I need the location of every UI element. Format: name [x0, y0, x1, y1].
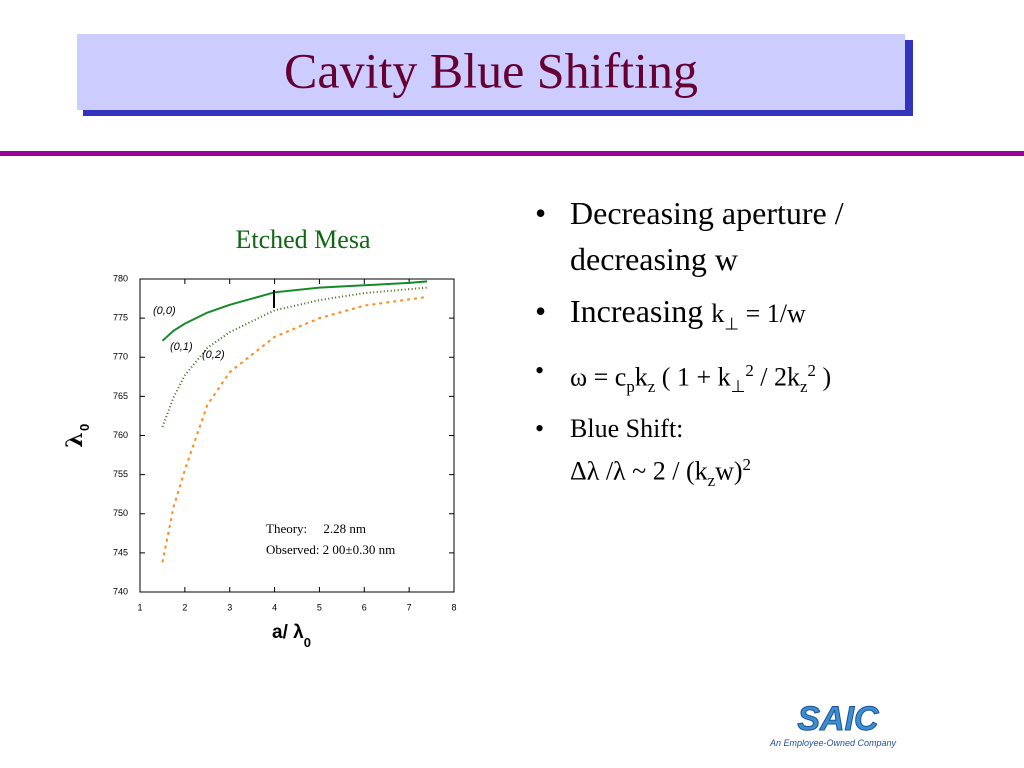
line-series	[161, 296, 428, 563]
x-tick-label: 4	[272, 602, 277, 612]
bullet-text: k	[711, 299, 725, 328]
y-tick-label: 760	[113, 430, 128, 440]
y-tick-label: 765	[113, 391, 128, 401]
bullet-list: • Decreasing aperture / decreasing w • Incre…	[535, 190, 1005, 505]
x-tick-label: 8	[451, 602, 456, 612]
series-label: (0,0)	[153, 305, 176, 317]
y-axis-label: λ 0	[62, 424, 92, 448]
bullet-text: Increasing	[570, 293, 712, 329]
x-label-text: a/ λ	[272, 622, 304, 643]
series-label: (0,2)	[202, 349, 225, 361]
annotation: Observed: 2 00±0.30 nm	[266, 542, 395, 557]
bullet-text: decreasing w	[570, 241, 738, 277]
bullet-line: ω = cpkz ( 1 + k⊥2 / 2kz2 )	[570, 353, 1005, 405]
bullet-text: )	[815, 363, 832, 393]
logo-tagline: An Employee-Owned Company	[769, 738, 897, 748]
x-tick-label: 1	[137, 602, 142, 612]
bullet-text: z	[800, 377, 808, 397]
bullet-text: = 1/w	[739, 299, 806, 328]
bullet-text: k	[634, 363, 648, 393]
bullet-line: Blue Shift:	[570, 411, 1005, 447]
bullet-dot: •	[535, 356, 545, 386]
bullet-text: Decreasing aperture /	[570, 195, 844, 231]
y-tick-label: 775	[113, 313, 128, 323]
y-label-sub: 0	[77, 424, 92, 431]
bullet-text: 2	[807, 361, 816, 381]
bullet: • Increasing k⊥ = 1/w	[535, 288, 1005, 347]
bullet: • Decreasing aperture / decreasing w	[535, 190, 1005, 282]
x-tick-label: 3	[227, 602, 232, 612]
bullet-text: ⊥	[724, 314, 740, 334]
line-series	[161, 280, 428, 342]
annotation: Theory: 2.28 nm	[266, 521, 366, 536]
line-series	[161, 286, 428, 428]
y-tick-label: 750	[113, 508, 128, 518]
bullet-text: Δλ /λ ~ 2 / (k	[570, 456, 708, 486]
x-tick-label: 7	[407, 602, 412, 612]
bullet-dot: •	[535, 293, 547, 329]
x-tick-label: 2	[182, 602, 187, 612]
y-tick-label: 780	[113, 273, 128, 283]
y-tick-label: 755	[113, 469, 128, 479]
bullet: • ω = cpkz ( 1 + k⊥2 / 2kz2 )	[535, 353, 1005, 405]
bullet-text: w)	[715, 456, 743, 486]
y-tick-label: 740	[113, 586, 128, 596]
bullet-text: 2	[745, 361, 754, 381]
x-tick-label: 5	[317, 602, 322, 612]
bullet-text: / 2k	[753, 363, 801, 393]
bullet-line: decreasing w	[570, 236, 1005, 282]
chart-title: Etched Mesa	[235, 225, 370, 254]
title-box	[77, 34, 905, 110]
x-label-sub: 0	[304, 635, 311, 650]
bullet-text: ω = c	[570, 363, 627, 393]
bullet: • Blue Shift: Δλ /λ ~ 2 / (kzw)2	[535, 411, 1005, 499]
x-tick-label: 6	[362, 602, 367, 612]
bullet-text: ( 1 + k	[655, 363, 731, 393]
logo: SAIC	[797, 700, 879, 738]
plot: 740 745 750 755 760 765 770 775 780 1 2 3 4 5 6 7 8 (0,0)…	[113, 273, 457, 612]
y-tick-label: 745	[113, 547, 128, 557]
title: Cavity Blue Shifting	[284, 42, 698, 98]
bullet-text: z	[647, 377, 656, 397]
bullet-text: 2	[742, 455, 751, 475]
bullet-text: ⊥	[730, 377, 746, 397]
bullet-dot: •	[535, 195, 547, 231]
x-axis-label: a/ λ0	[272, 622, 311, 650]
bullet-line: Decreasing aperture /	[570, 190, 1005, 236]
y-tick-label: 770	[113, 352, 128, 362]
bullet-dot: •	[535, 414, 545, 444]
y-label-text: λ	[62, 432, 88, 447]
divider	[0, 151, 1024, 156]
bullet-text: p	[626, 377, 635, 397]
bullet-text: Blue Shift:	[570, 414, 684, 444]
bullet-line: Δλ /λ ~ 2 / (kzw)2	[570, 447, 1005, 499]
bullet-text: z	[707, 471, 716, 491]
series-label: (0,1)	[170, 341, 193, 353]
bullet-line: Increasing k⊥ = 1/w	[570, 288, 1005, 347]
